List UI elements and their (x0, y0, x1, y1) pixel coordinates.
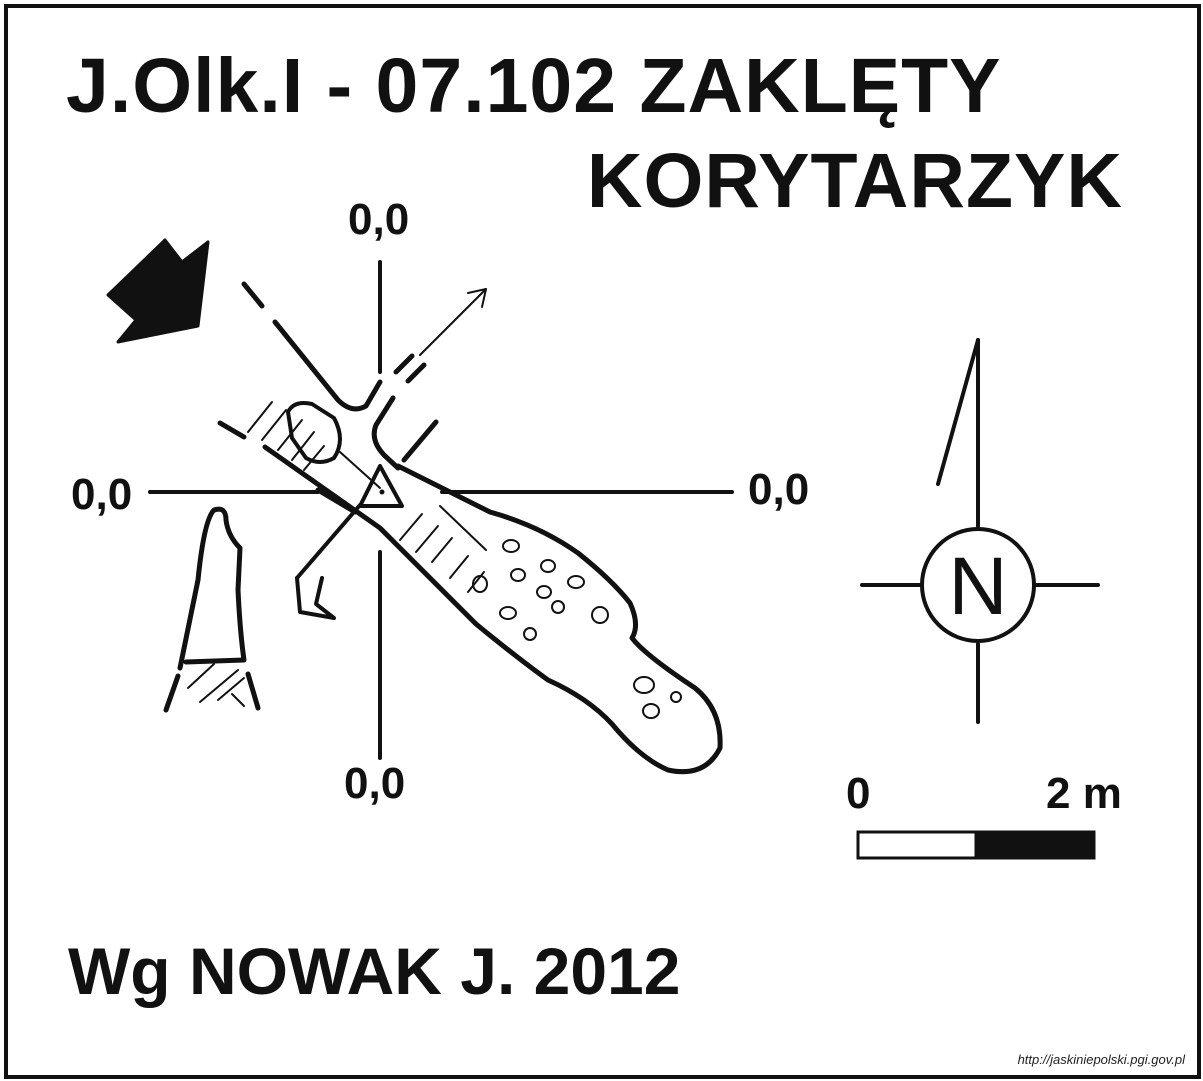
north-arrow-icon: N (860, 338, 1100, 724)
cave-title-line1: J.Olk.I - 07.102 ZAKLĘTY (66, 43, 1002, 129)
cave-outline (217, 281, 723, 775)
coordinate-left: 0,0 (71, 470, 133, 519)
direction-arrow-icon (419, 288, 487, 356)
author-credit: Wg NOWAK J. 2012 (68, 934, 681, 1008)
map-frame (4, 4, 1201, 1079)
datum-triangle-icon (358, 464, 404, 508)
rubble (472, 539, 682, 719)
coordinate-top: 0,0 (348, 195, 410, 244)
hatching (247, 401, 487, 593)
source-link[interactable]: http://jaskiniepolski.pgi.gov.pl (1017, 1052, 1185, 1067)
scale-end-label: 2 m (1046, 769, 1122, 818)
entrance-arrow-icon (106, 238, 210, 344)
section-arrow-icon (295, 503, 362, 620)
coordinate-bottom: 0,0 (344, 759, 406, 808)
scale-bar (856, 830, 1096, 860)
scale-start-label: 0 (846, 769, 871, 818)
boulder (286, 401, 342, 464)
cross-section-profile (163, 506, 261, 713)
north-letter: N (948, 541, 1007, 632)
cave-title-line2: KORYTARZYK (586, 138, 1123, 224)
grid-cross (148, 260, 734, 760)
coordinate-right: 0,0 (748, 465, 810, 514)
